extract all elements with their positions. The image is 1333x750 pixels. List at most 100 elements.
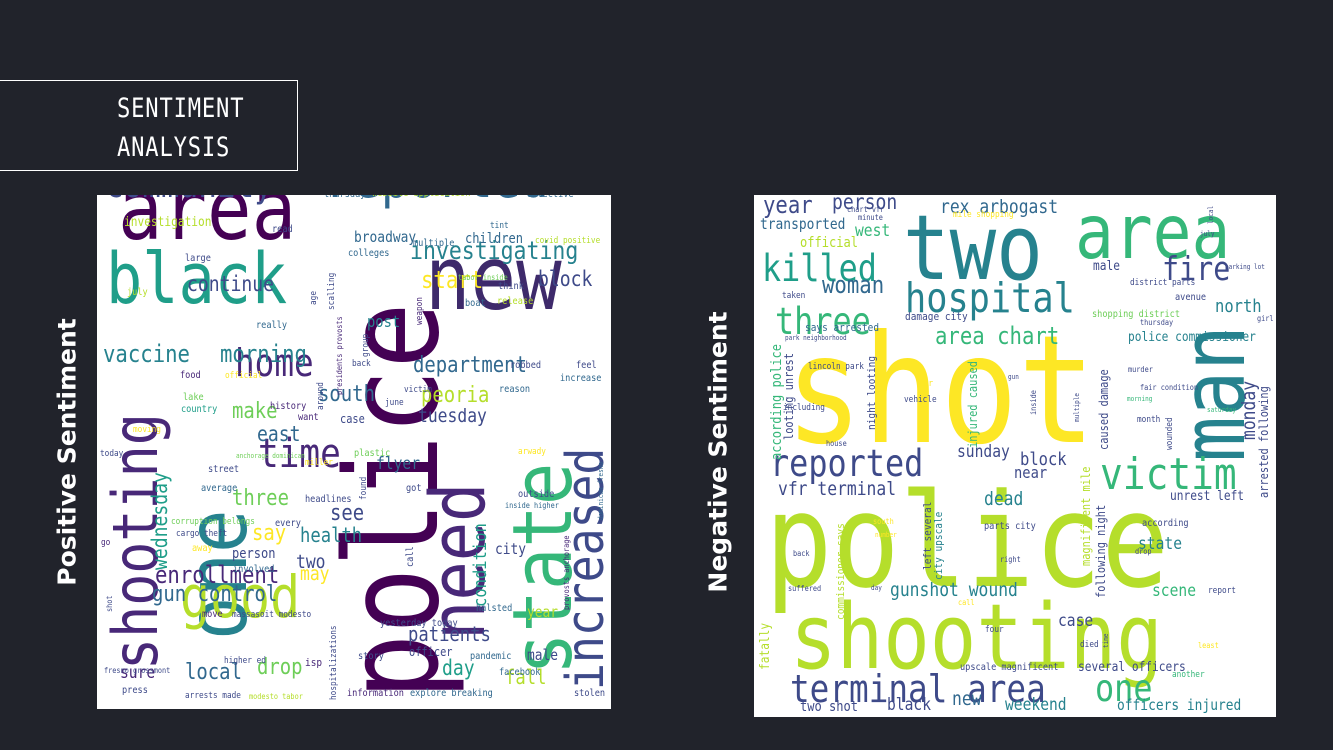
cloud-word: cargo theft	[176, 528, 228, 539]
cloud-word: city upscale	[932, 511, 945, 580]
title-box: SENTIMENT ANALYSIS	[0, 80, 298, 171]
cloud-word: want	[298, 412, 319, 423]
cloud-word: official	[800, 234, 858, 251]
cloud-word: around	[316, 382, 326, 410]
cloud-word: near	[1014, 463, 1048, 483]
cloud-word: covid positive	[535, 235, 601, 246]
cloud-word: two shot	[800, 698, 858, 715]
cloud-word: least	[1198, 640, 1219, 650]
cloud-word: morning	[220, 339, 307, 368]
cloud-word: house	[826, 438, 847, 448]
cloud-word: victim	[404, 384, 432, 395]
cloud-word: weekend	[1005, 695, 1067, 716]
cloud-word: east	[257, 422, 301, 447]
cloud-word: age	[309, 291, 319, 305]
cloud-word: north	[1215, 295, 1262, 317]
cloud-word: looting unrest	[782, 353, 796, 440]
cloud-word: thursday	[324, 195, 365, 200]
cloud-word: department	[413, 353, 527, 379]
cloud-word: district parts	[1130, 277, 1196, 288]
cloud-word: taken	[782, 290, 806, 301]
cloud-word: woman	[822, 270, 885, 299]
cloud-word: number	[875, 531, 897, 540]
cloud-word: read	[272, 224, 293, 235]
cloud-word: outside	[518, 489, 555, 500]
cloud-word: new	[952, 687, 982, 710]
cloud-word: commissioner says	[834, 523, 847, 620]
cloud-word: officer	[409, 645, 453, 660]
cloud-word: hospitalizations	[329, 625, 339, 700]
cloud-word: feel	[576, 360, 597, 371]
slide-title: SENTIMENT ANALYSIS	[117, 89, 256, 167]
cloud-word: girl	[1257, 313, 1274, 323]
cloud-word: june	[385, 397, 404, 408]
title-line-1: SENTIMENT	[117, 93, 245, 124]
cloud-word: time	[1102, 633, 1110, 648]
cloud-word: tint	[490, 220, 509, 231]
cloud-word: reported	[770, 442, 924, 486]
cloud-word: say	[252, 521, 287, 547]
cloud-word: fair condition	[1140, 382, 1198, 392]
cloud-word: black	[106, 238, 288, 320]
cloud-word: scene	[1152, 581, 1197, 602]
cloud-word: boat	[465, 298, 486, 309]
cloud-word: park neighborhood	[785, 334, 847, 343]
cloud-word: july	[1200, 230, 1215, 239]
cloud-word: upscale magnificent	[960, 662, 1059, 673]
cloud-word: make	[232, 399, 278, 425]
cloud-word: year	[527, 603, 559, 621]
cloud-word: information	[347, 688, 404, 699]
cloud-word: day	[871, 584, 882, 593]
cloud-word: including	[783, 402, 825, 413]
cloud-word: person	[232, 545, 276, 562]
cloud-word: headlines	[305, 494, 352, 505]
cloud-word: moving	[133, 424, 161, 435]
cloud-word: four	[985, 624, 1004, 635]
cloud-word: south	[318, 382, 375, 408]
cloud-word: inside	[1029, 390, 1038, 415]
cloud-word: tuesday	[418, 404, 487, 427]
cloud-word: car	[919, 378, 933, 389]
cloud-word: isp	[305, 656, 323, 670]
cloud-word: community	[105, 195, 273, 204]
cloud-word: children	[465, 230, 523, 247]
cloud-word: wednesday	[148, 472, 172, 570]
cloud-word: area	[1075, 195, 1231, 276]
cloud-word: today	[100, 448, 124, 459]
cloud-word: dominican fresno	[597, 462, 605, 520]
cloud-word: night looting	[865, 355, 878, 430]
cloud-word: case	[340, 412, 365, 427]
cloud-word: colleges	[348, 248, 390, 259]
cloud-word: condition	[470, 523, 491, 607]
cloud-word: two	[903, 196, 1043, 301]
cloud-word: report	[1208, 585, 1236, 596]
cloud-word: following night	[1094, 504, 1108, 598]
cloud-word: injured caused	[966, 361, 980, 448]
cloud-word: press	[122, 685, 148, 696]
cloud-word: wounded	[1165, 417, 1175, 450]
cloud-word: dead	[984, 487, 1024, 510]
cloud-word: fatally	[758, 622, 773, 670]
cloud-word: officers injured	[1117, 696, 1242, 714]
cloud-word: three	[232, 486, 289, 512]
cloud-word: avenue	[1175, 292, 1207, 303]
cloud-word: presidents provosts	[335, 316, 344, 395]
cloud-word: area	[118, 195, 297, 261]
cloud-word: story	[358, 651, 384, 662]
cloud-word: drop	[1135, 546, 1152, 556]
cloud-word: modesto tabor	[249, 691, 303, 701]
cloud-word: investigation	[124, 214, 212, 230]
cloud-word: fire	[1162, 248, 1231, 288]
cloud-word: scalling	[327, 272, 337, 310]
cloud-word: away	[192, 543, 213, 554]
cloud-word: think	[498, 281, 524, 292]
cloud-word: police commissioner	[1128, 329, 1256, 345]
cloud-word: fresno grossmont	[104, 665, 171, 675]
title-line-2: ANALYSIS	[117, 132, 231, 163]
cloud-word: got	[406, 483, 422, 494]
cloud-word: magnificent mile	[1079, 466, 1093, 566]
cloud-word: city	[495, 540, 527, 558]
cloud-word: male	[1093, 258, 1120, 274]
cloud-word: local	[1207, 205, 1215, 224]
cloud-word: sunday	[957, 442, 1010, 463]
